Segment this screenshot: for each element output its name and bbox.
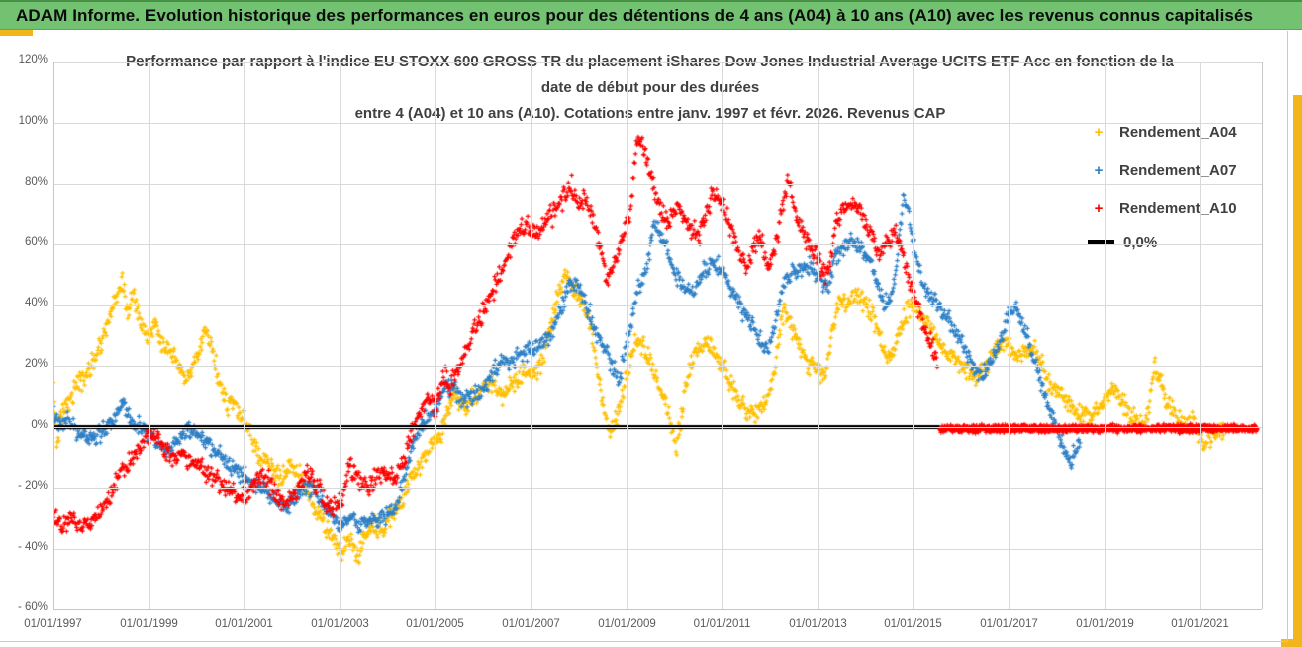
y-axis-tick-label: 0% bbox=[31, 419, 48, 431]
performance-scatter-canvas[interactable] bbox=[53, 62, 1262, 609]
y-axis-tick-label: 100% bbox=[18, 115, 48, 127]
vertical-gridline bbox=[722, 62, 723, 609]
y-axis-tick-label: 20% bbox=[24, 358, 48, 370]
horizontal-gridline bbox=[53, 366, 1262, 367]
zero-line-legend-marker bbox=[1088, 240, 1114, 244]
legend-item-rendement-a04[interactable]: + Rendement_A04 bbox=[1088, 121, 1237, 143]
legend-item-rendement-a07[interactable]: + Rendement_A07 bbox=[1088, 159, 1237, 181]
y-axis-tick-label: - 60% bbox=[17, 601, 48, 613]
vertical-gridline bbox=[531, 62, 532, 609]
x-axis-tick-label: 01/01/2003 bbox=[311, 618, 369, 630]
x-axis-tick-label: 01/01/2001 bbox=[215, 618, 273, 630]
vertical-gridline bbox=[1009, 62, 1010, 609]
x-axis-tick-label: 01/01/2019 bbox=[1076, 618, 1134, 630]
x-axis-tick-label: 01/01/2007 bbox=[502, 618, 560, 630]
legend-item-label: Rendement_A04 bbox=[1119, 123, 1237, 141]
gold-frame-right bbox=[1293, 95, 1302, 647]
y-axis-tick-label: 80% bbox=[24, 176, 48, 188]
chart-object-border-right bbox=[1287, 31, 1288, 641]
legend-item-label: 0,0% bbox=[1123, 233, 1158, 251]
plot-border-right bbox=[1262, 62, 1263, 609]
vertical-gridline bbox=[913, 62, 914, 609]
gold-frame-bottom-right bbox=[1281, 639, 1302, 647]
vertical-gridline bbox=[627, 62, 628, 609]
x-axis-tick-label: 01/01/2005 bbox=[406, 618, 464, 630]
horizontal-gridline bbox=[53, 488, 1262, 489]
legend-item-label: Rendement_A07 bbox=[1119, 161, 1237, 179]
gold-frame-top-left-tab bbox=[0, 30, 33, 36]
horizontal-gridline bbox=[53, 123, 1262, 124]
y-axis-tick-label: - 20% bbox=[17, 480, 48, 492]
plus-marker-icon: + bbox=[1094, 199, 1104, 217]
x-axis-tick-label: 01/01/2015 bbox=[884, 618, 942, 630]
horizontal-gridline bbox=[53, 244, 1262, 245]
chart-object-border-bottom bbox=[0, 641, 1287, 642]
x-axis-tick-label: 01/01/1997 bbox=[24, 618, 82, 630]
horizontal-gridline bbox=[53, 305, 1262, 306]
plus-marker-icon: + bbox=[1094, 123, 1104, 141]
x-axis-tick-label: 01/01/2009 bbox=[598, 618, 656, 630]
banner-title: ADAM Informe. Evolution historique des p… bbox=[0, 0, 1302, 30]
y-axis-tick-label: 40% bbox=[24, 297, 48, 309]
x-axis-tick-label: 01/01/2021 bbox=[1171, 618, 1229, 630]
plus-marker-icon: + bbox=[1094, 161, 1104, 179]
x-axis-tick-label: 01/01/1999 bbox=[120, 618, 178, 630]
x-axis-tick-label: 01/01/2017 bbox=[980, 618, 1038, 630]
y-axis-tick-label: - 40% bbox=[17, 541, 48, 553]
vertical-gridline bbox=[435, 62, 436, 609]
plot-border-left bbox=[53, 62, 54, 609]
legend-item-label: Rendement_A10 bbox=[1119, 199, 1237, 217]
x-axis-tick-label: 01/01/2013 bbox=[789, 618, 847, 630]
x-axis-tick-label: 01/01/2011 bbox=[693, 618, 751, 630]
vertical-gridline bbox=[1105, 62, 1106, 609]
horizontal-gridline bbox=[53, 427, 1262, 428]
legend-item-0-0-[interactable]: 0,0% bbox=[1088, 231, 1157, 253]
horizontal-gridline bbox=[53, 62, 1262, 63]
y-axis-tick-label: 120% bbox=[18, 54, 48, 66]
horizontal-gridline bbox=[53, 549, 1262, 550]
vertical-gridline bbox=[1200, 62, 1201, 609]
legend-item-rendement-a10[interactable]: + Rendement_A10 bbox=[1088, 197, 1237, 219]
y-axis-tick-label: 60% bbox=[24, 236, 48, 248]
vertical-gridline bbox=[818, 62, 819, 609]
vertical-gridline bbox=[340, 62, 341, 609]
horizontal-gridline bbox=[53, 184, 1262, 185]
vertical-gridline bbox=[149, 62, 150, 609]
plot-border-bottom bbox=[53, 609, 1262, 610]
vertical-gridline bbox=[244, 62, 245, 609]
